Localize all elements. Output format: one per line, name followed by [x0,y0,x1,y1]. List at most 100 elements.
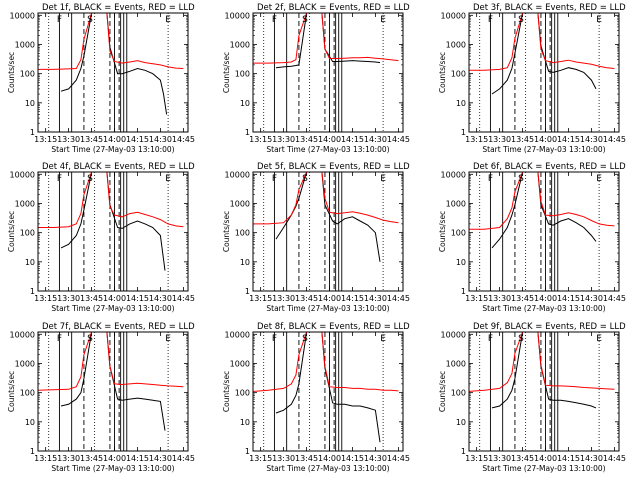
x-tick-label: 14:00 [318,294,341,303]
y-tick-label: 1000 [446,199,466,208]
y-tick-label: 1000 [230,40,250,49]
x-tick-label: 14:45 [387,294,410,303]
y-tick-label: 10000 [225,330,250,339]
series-events-line [60,332,166,431]
chart-title: Det 1f, BLACK = Events, RED = LLD [42,3,195,13]
x-tick-label: 13:15 [249,454,272,463]
chart-panel-7: Det 7f, BLACK = Events, RED = LLD Counts/… [7,322,195,473]
chart-title: Det 8f, BLACK = Events, RED = LLD [257,322,410,332]
y-axis-label: Counts/sec [7,211,16,252]
x-tick-label: 13:45 [295,454,318,463]
x-tick-label: 14:15 [341,454,364,463]
marker-s: S [302,334,308,344]
series-lld-line [469,13,615,71]
chart-panel-2: Det 2f, BLACK = Events, RED = LLD Counts/… [222,3,410,154]
x-tick-label: 13:45 [511,454,534,463]
chart-title: Det 5f, BLACK = Events, RED = LLD [257,162,410,172]
plot-frame [468,331,620,452]
x-tick-label: 14:45 [603,135,626,144]
y-tick-label: 10000 [441,11,466,20]
x-tick-label: 14:00 [534,294,557,303]
y-tick-label: 100 [451,389,466,398]
marker-f: F [57,334,62,344]
y-tick-label: 100 [451,70,466,79]
plot-frame [37,171,189,292]
marker-e: E [596,15,602,25]
series-events-line [491,13,597,95]
y-tick-label: 10000 [10,11,35,20]
marker-s: S [518,334,524,344]
series-events-line [275,172,381,262]
plot-frame [252,12,404,133]
x-tick-label: 14:00 [103,135,126,144]
y-tick-label: 1 [245,287,250,296]
x-tick-label: 13:30 [488,294,511,303]
y-tick-label: 1000 [446,40,466,49]
chart-title: Det 3f, BLACK = Events, RED = LLD [473,3,626,13]
y-tick-label: 10000 [10,170,35,179]
x-tick-label: 13:45 [511,135,534,144]
x-tick-label: 13:15 [465,294,488,303]
marker-f: F [57,15,62,25]
x-tick-label: 13:30 [57,454,80,463]
plot-area [38,332,184,451]
x-axis-label: Start Time (27-May-03 13:10:00) [266,304,389,313]
marker-f: F [272,334,277,344]
series-lld-line [38,13,184,70]
marker-f: F [272,174,277,184]
y-tick-label: 100 [20,229,35,238]
series-lld-line [469,172,615,230]
y-tick-label: 10 [25,418,35,427]
marker-f: F [488,15,493,25]
chart-title: Det 6f, BLACK = Events, RED = LLD [473,162,626,172]
x-axis-label: Start Time (27-May-03 13:10:00) [266,145,389,154]
marker-e: E [380,334,386,344]
marker-s: S [87,174,93,184]
y-axis-label: Counts/sec [7,371,16,412]
x-tick-label: 13:45 [80,135,103,144]
y-tick-label: 10 [25,99,35,108]
y-tick-label: 10 [25,258,35,267]
y-tick-label: 1000 [15,40,35,49]
x-tick-label: 14:30 [364,454,387,463]
x-tick-label: 14:45 [172,294,195,303]
x-tick-label: 14:00 [318,135,341,144]
chart-title: Det 7f, BLACK = Events, RED = LLD [42,322,195,332]
marker-s: S [302,15,308,25]
x-axis-label: Start Time (27-May-03 13:10:00) [51,145,174,154]
series-events-line [60,172,166,271]
x-tick-label: 13:45 [80,454,103,463]
marker-e: E [596,174,602,184]
plot-frame [37,331,189,452]
y-axis-label: Counts/sec [222,52,231,93]
x-axis-label: Start Time (27-May-03 13:10:00) [482,464,605,473]
y-tick-label: 10 [456,418,466,427]
marker-f: F [488,174,493,184]
chart-panel-6: Det 6f, BLACK = Events, RED = LLD Counts/… [438,162,626,313]
chart-title: Det 2f, BLACK = Events, RED = LLD [257,3,410,13]
y-tick-label: 10000 [225,11,250,20]
y-tick-label: 100 [451,229,466,238]
x-tick-label: 13:30 [272,294,295,303]
x-tick-label: 13:45 [295,294,318,303]
plot-area [38,13,184,132]
x-tick-label: 14:30 [364,135,387,144]
x-tick-label: 14:45 [387,135,410,144]
chart-panel-9: Det 9f, BLACK = Events, RED = LLD Counts/… [438,322,626,473]
x-tick-label: 14:15 [557,454,580,463]
plot-frame [252,171,404,292]
y-tick-label: 10000 [10,330,35,339]
x-tick-label: 13:30 [488,135,511,144]
y-tick-label: 1 [30,287,35,296]
x-tick-label: 13:30 [272,454,295,463]
x-tick-label: 13:15 [34,135,57,144]
series-events-line [275,13,381,69]
x-tick-label: 14:15 [557,135,580,144]
series-lld-line [253,13,399,64]
series-events-line [491,172,597,249]
chart-panel-1: Det 1f, BLACK = Events, RED = LLD Counts/… [7,3,195,154]
marker-s: S [518,15,524,25]
x-tick-label: 13:30 [57,294,80,303]
marker-e: E [165,174,171,184]
